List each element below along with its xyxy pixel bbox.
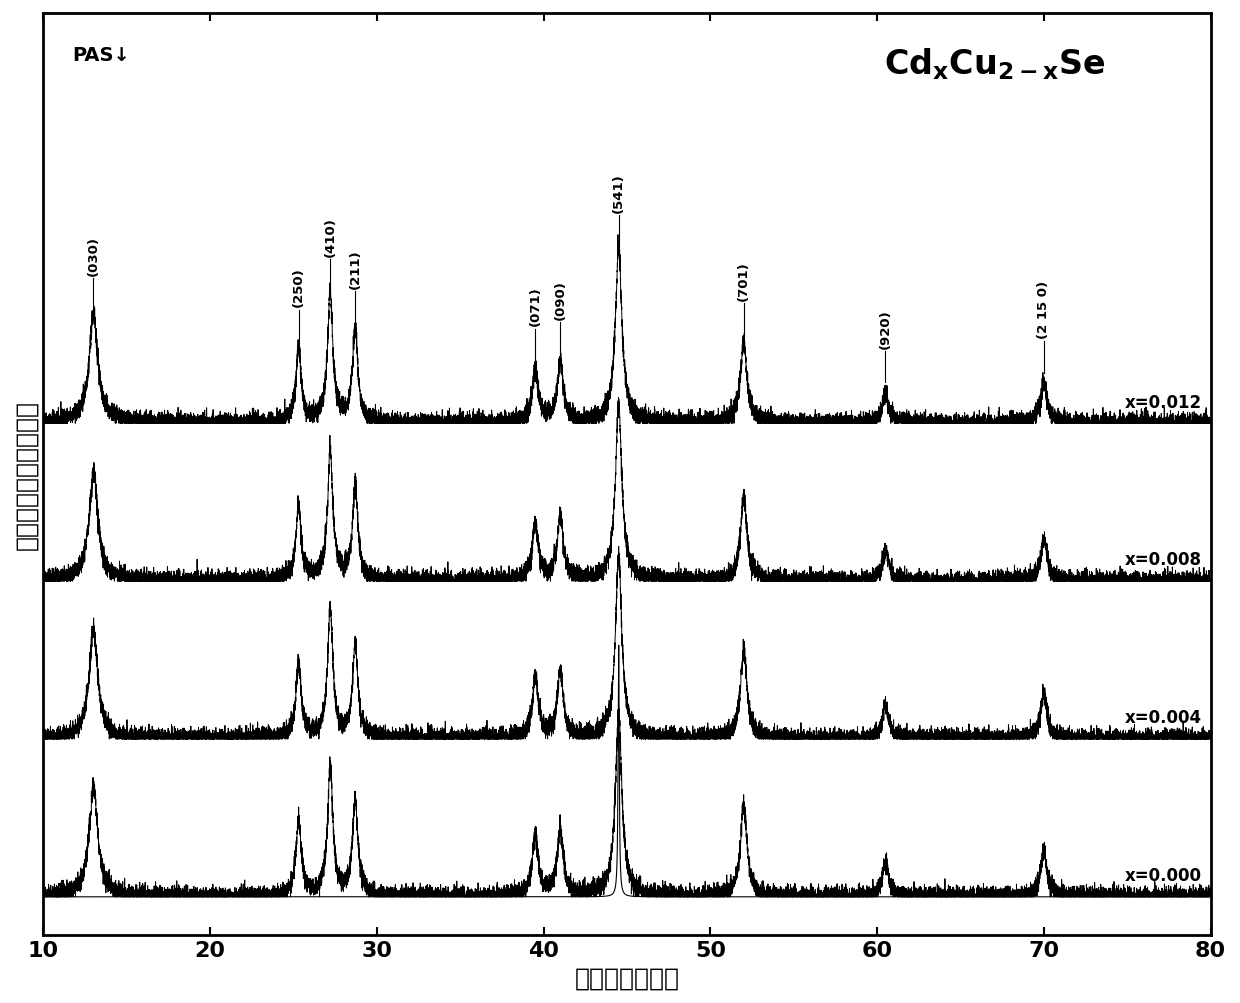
Y-axis label: 衍射强度（任意单位）: 衍射强度（任意单位） xyxy=(14,399,38,550)
Text: (2 15 0): (2 15 0) xyxy=(1038,281,1050,339)
Text: (250): (250) xyxy=(293,268,305,307)
Text: (701): (701) xyxy=(738,261,750,301)
Text: $\mathbf{Cd_xCu_{2-x}Se}$: $\mathbf{Cd_xCu_{2-x}Se}$ xyxy=(884,46,1105,82)
Text: PAS↓: PAS↓ xyxy=(73,46,130,65)
Text: (030): (030) xyxy=(87,236,100,276)
Text: x=0.004: x=0.004 xyxy=(1125,709,1203,726)
Text: x=0.000: x=0.000 xyxy=(1125,867,1203,885)
Text: (211): (211) xyxy=(348,249,362,288)
Text: (410): (410) xyxy=(324,217,337,257)
X-axis label: 衍射角度（度）: 衍射角度（度） xyxy=(574,965,680,989)
Text: x=0.008: x=0.008 xyxy=(1125,551,1203,569)
Text: (541): (541) xyxy=(613,173,625,213)
Text: (920): (920) xyxy=(879,309,892,348)
Text: (090): (090) xyxy=(554,280,567,320)
Text: (071): (071) xyxy=(528,287,542,326)
Text: x=0.012: x=0.012 xyxy=(1125,393,1203,411)
